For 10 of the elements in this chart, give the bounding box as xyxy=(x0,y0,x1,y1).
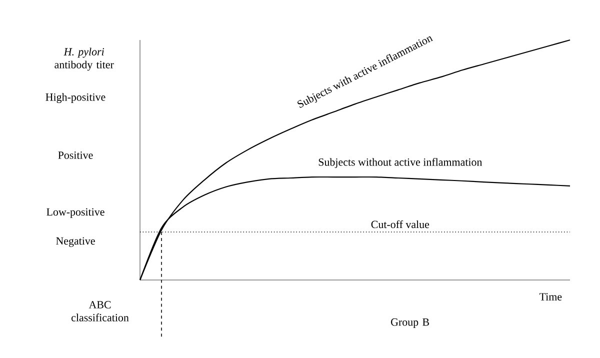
x-axis-title: Time xyxy=(539,293,562,300)
text: Group B xyxy=(391,318,429,328)
y-axis-title: H. pylori antibody titer xyxy=(54,48,114,71)
text: Positive xyxy=(58,152,93,159)
series-label: Subjects without active inflammation xyxy=(318,158,482,168)
ref-line-label: Cut-off value xyxy=(371,220,430,228)
text: Low-positive xyxy=(46,208,104,218)
text: High-positive xyxy=(46,93,106,104)
text: ABC classification xyxy=(72,301,129,322)
text: Negative xyxy=(56,237,95,247)
